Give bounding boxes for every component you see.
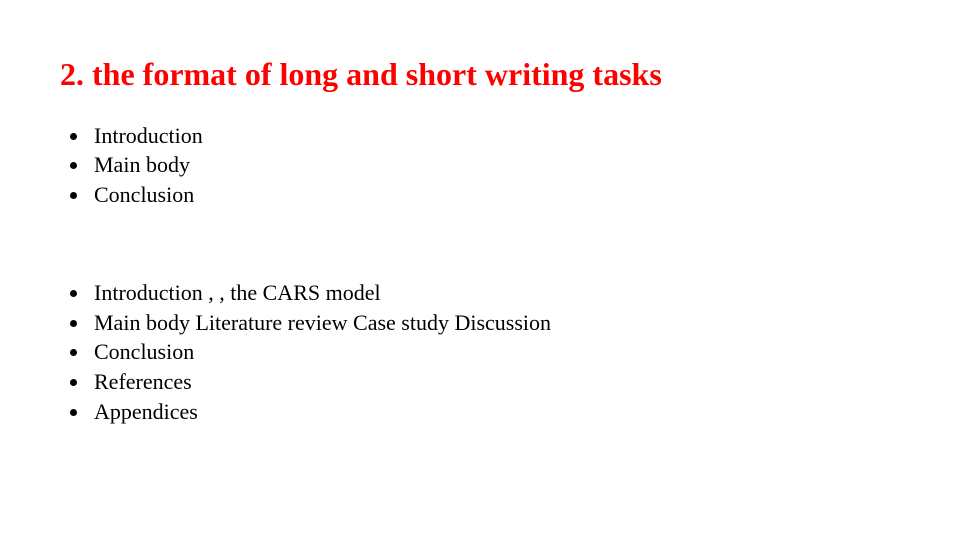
list-item: Appendices	[90, 397, 900, 427]
bullet-group-short: Introduction Main body Conclusion	[60, 121, 900, 210]
list-item: Main body Literature review Case study D…	[90, 308, 900, 338]
slide-title: 2. the format of long and short writing …	[60, 56, 900, 93]
bullet-list: Introduction , , the CARS model Main bod…	[60, 278, 900, 426]
list-item: Introduction , , the CARS model	[90, 278, 900, 308]
list-item: References	[90, 367, 900, 397]
slide: 2. the format of long and short writing …	[0, 0, 960, 540]
bullet-list: Introduction Main body Conclusion	[60, 121, 900, 210]
list-item: Conclusion	[90, 180, 900, 210]
list-item: Introduction	[90, 121, 900, 151]
list-item: Conclusion	[90, 337, 900, 367]
bullet-group-long: Introduction , , the CARS model Main bod…	[60, 278, 900, 426]
list-item: Main body	[90, 150, 900, 180]
